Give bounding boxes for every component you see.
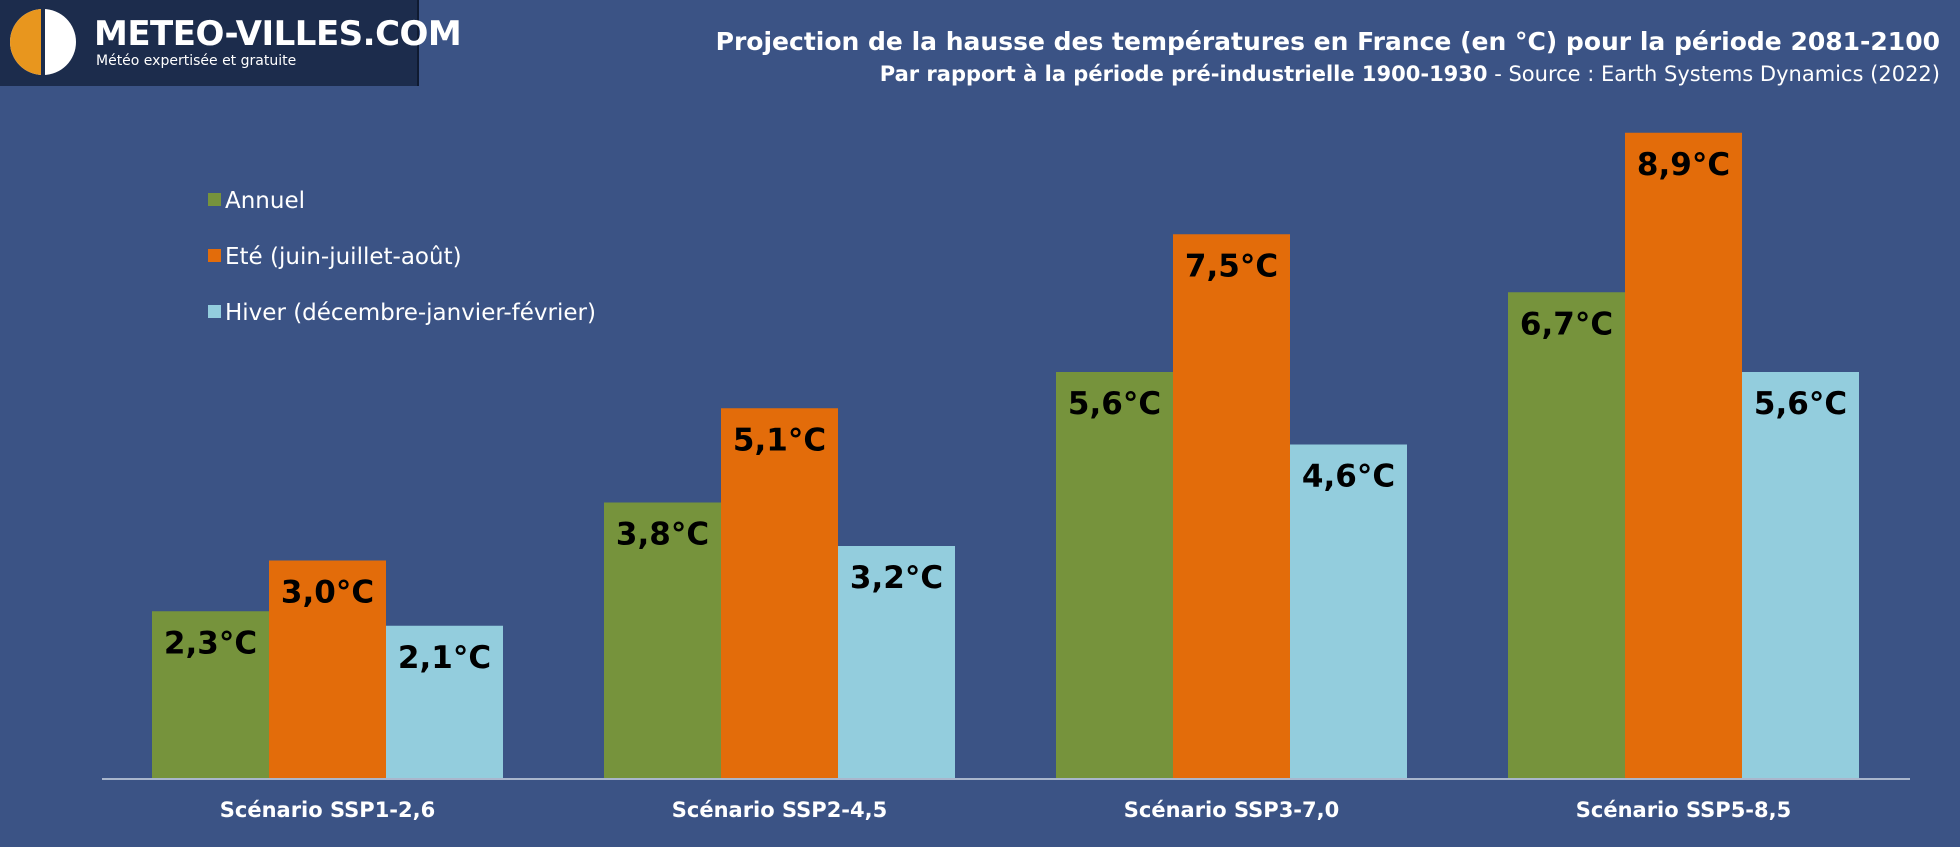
bar-hiver-2 xyxy=(838,546,955,778)
bar-annuel-3 xyxy=(1056,372,1173,778)
bar-annuel-2 xyxy=(604,502,721,778)
data-label-annuel-4: 6,7°C xyxy=(1520,306,1613,342)
chart-subtitle: Par rapport à la période pré-industriell… xyxy=(880,62,1940,86)
data-label-annuel-3: 5,6°C xyxy=(1068,386,1161,422)
x-tick-label: Scénario SSP5-8,5 xyxy=(1576,798,1791,822)
data-label-hiver-2: 3,2°C xyxy=(850,560,943,596)
data-label-annuel-2: 3,8°C xyxy=(616,517,709,553)
data-label-hiver-1: 2,1°C xyxy=(398,640,491,676)
subtitle-reference-period: Par rapport à la période pré-industriell… xyxy=(879,62,1488,86)
logo-name: METEO-VILLES.COM xyxy=(94,14,462,54)
data-label-ete-3: 7,5°C xyxy=(1185,248,1278,284)
legend: Annuel Eté (juin-juillet-août) Hiver (déce… xyxy=(208,188,596,326)
data-label-ete-1: 3,0°C xyxy=(281,575,374,611)
x-tick-label: Scénario SSP3-7,0 xyxy=(1124,798,1339,822)
bar-ete-1 xyxy=(269,560,386,778)
bar-labels-group: 2,3°C 3,0°C 2,1°C 3,8°C 5,1°C 3,2°C 5,6°C 7,5°C… xyxy=(164,147,1847,676)
legend-label-ete: Eté (juin-juillet-août) xyxy=(225,244,462,270)
x-tick-label: Scénario SSP2-4,5 xyxy=(672,798,887,822)
x-tick-label: Scénario SSP1-2,6 xyxy=(220,798,435,822)
bar-ete-3 xyxy=(1173,234,1290,778)
logo-tagline: Météo expertisée et gratuite xyxy=(96,53,297,69)
data-label-annuel-1: 2,3°C xyxy=(164,625,257,661)
bar-annuel-4 xyxy=(1508,292,1625,778)
logo-sun-icon xyxy=(10,9,76,75)
logo[interactable]: METEO-VILLES.COM Météo expertisée et gra… xyxy=(0,0,462,86)
legend-label-annuel: Annuel xyxy=(225,188,305,214)
data-label-hiver-3: 4,6°C xyxy=(1302,459,1395,495)
legend-label-hiver: Hiver (décembre-janvier-février) xyxy=(225,300,596,326)
bar-hiver-1 xyxy=(386,625,503,778)
bar-ete-4 xyxy=(1625,132,1742,778)
chart-title: Projection de la hausse des températures… xyxy=(715,27,1940,56)
legend-swatch-hiver xyxy=(208,305,221,318)
x-tick-labels-group: Scénario SSP1-2,6 Scénario SSP2-4,5 Scénar… xyxy=(220,798,1791,822)
bar-ete-2 xyxy=(721,408,838,778)
legend-swatch-annuel xyxy=(208,193,221,206)
legend-swatch-ete xyxy=(208,249,221,262)
bar-annuel-1 xyxy=(152,611,269,778)
bar-hiver-4 xyxy=(1742,372,1859,778)
bar-hiver-3 xyxy=(1290,444,1407,778)
data-label-hiver-4: 5,6°C xyxy=(1754,386,1847,422)
subtitle-source: - Source : Earth Systems Dynamics (2022) xyxy=(1487,62,1940,86)
data-label-ete-2: 5,1°C xyxy=(733,422,826,458)
bars-group xyxy=(152,132,1859,778)
data-label-ete-4: 8,9°C xyxy=(1637,147,1730,183)
